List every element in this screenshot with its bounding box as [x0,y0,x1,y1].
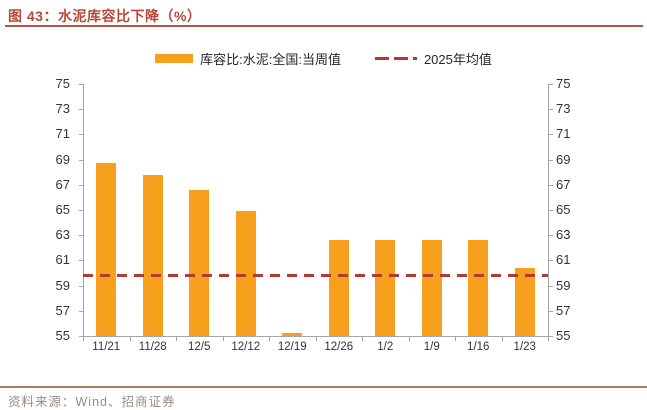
y-tick-right [549,210,553,211]
y-axis-label-right: 61 [556,252,571,268]
y-axis-label-left: 69 [55,151,70,167]
y-axis-label-right: 59 [556,277,571,293]
legend-line-label: 2025年均值 [423,52,492,67]
legend-dashed-line-swatch [374,57,417,60]
y-tick-left [79,159,83,161]
y-axis-label-left: 57 [55,302,70,318]
x-tick [269,337,270,341]
y-axis-label-right: 67 [556,176,571,192]
y-tick-left [79,260,83,262]
legend-bar-label: 库容比:水泥:全国:当周值 [200,52,341,67]
bar [421,240,442,336]
bar [375,240,396,336]
y-axis-label-right: 57 [556,302,571,318]
chart-legend: 库容比:水泥:全国:当周值 2025年均值 [0,49,647,68]
y-axis-label-left: 75 [55,76,70,91]
y-tick-left [79,285,83,287]
x-axis-label: 12/26 [324,341,354,353]
x-axis-label: 1/2 [377,341,394,353]
y-axis-label-left: 63 [55,227,70,243]
x-axis-label: 1/9 [423,341,440,353]
x-axis-label: 1/23 [513,341,536,353]
legend-item-bar-series: 库容比:水泥:全国:当周值 [155,49,341,68]
footer-rule [0,386,647,388]
y-tick-right [549,109,553,111]
x-tick [501,337,503,341]
x-tick [176,337,177,341]
bar [142,174,163,336]
y-tick-left [79,184,83,186]
x-tick [548,337,549,341]
y-tick-right [549,285,553,287]
x-axis [83,336,549,337]
y-axis-label-right: 71 [556,126,571,142]
y-tick-left [79,210,83,211]
y-axis-label-right: 65 [556,202,571,217]
x-axis-label: 11/28 [138,341,167,353]
x-tick [83,337,84,341]
bar [514,267,535,336]
y-axis-right [548,84,549,336]
y-axis-label-right: 63 [556,227,571,243]
y-axis-label-left: 73 [55,101,70,117]
y-tick-right [549,336,553,337]
y-tick-left [79,235,83,237]
bar [468,240,489,336]
y-tick-right [549,184,553,186]
x-tick [408,337,410,341]
avg-dashed-line [83,274,548,278]
y-tick-left [79,84,83,85]
legend-bar-swatch [155,54,194,63]
x-axis-label: 12/5 [188,341,211,353]
dash-dot [412,57,417,60]
x-axis-label: 12/12 [231,341,261,353]
bar [96,163,117,336]
x-tick [455,337,456,341]
y-axis-label-left: 65 [55,202,70,217]
bar [189,189,210,336]
y-tick-left [79,310,83,312]
y-axis-left [83,84,84,336]
y-axis-label-left: 71 [55,126,70,142]
dash-segment [393,57,408,60]
y-axis-label-left: 59 [55,277,70,293]
dash-segment [374,57,389,60]
x-tick [362,337,363,341]
x-tick [222,337,224,341]
y-tick-right [549,260,553,262]
x-axis-label: 12/19 [277,341,307,353]
y-axis-label-right: 55 [556,328,571,343]
x-tick [315,337,317,341]
title-underline [5,25,643,27]
x-tick [129,337,131,341]
figure-title: 图 43：水泥库容比下降（%） [8,8,202,24]
bar [282,333,303,336]
figure-source: 资料来源：Wind、招商证券 [8,395,176,409]
y-tick-right [549,134,553,136]
y-tick-left [79,336,83,337]
y-tick-left [79,134,83,136]
x-axis-label: 11/21 [92,341,121,353]
y-tick-left [79,109,83,111]
y-axis-label-right: 75 [556,76,571,91]
y-axis-label-left: 55 [55,328,70,343]
y-tick-right [549,235,553,237]
y-tick-right [549,310,553,312]
y-axis-label-right: 73 [556,101,571,117]
x-axis-label: 1/16 [467,341,490,353]
y-axis-label-left: 61 [55,252,70,268]
y-axis-label-left: 67 [55,176,70,192]
y-axis-label-right: 69 [556,151,571,167]
y-tick-right [549,84,553,85]
legend-item-avg-line: 2025年均值 [374,49,492,68]
bar [328,240,349,336]
bar [235,211,256,336]
y-tick-right [549,159,553,161]
